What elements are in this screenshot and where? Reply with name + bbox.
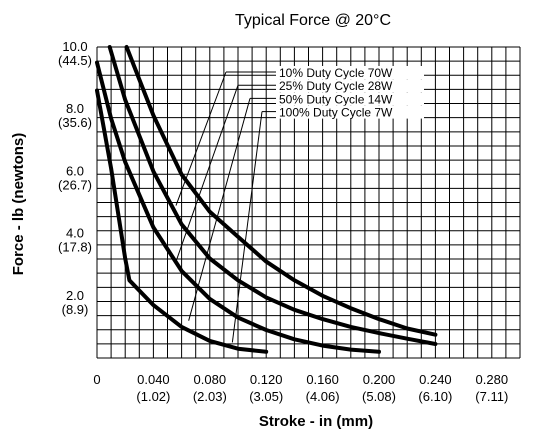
x-tick-label: 0.120: [250, 372, 283, 387]
series-line-1: [124, 45, 438, 337]
x-tick-sublabel: (3.05): [249, 389, 283, 404]
legend-entry-4: 100% Duty Cycle 7W: [279, 106, 393, 120]
x-tick-label: 0.040: [137, 372, 170, 387]
series-line-4: [95, 88, 269, 354]
x-tick-sublabel: (7.11): [475, 389, 508, 404]
y-tick-label: 10.0: [62, 39, 87, 54]
x-tick-label: 0.240: [419, 372, 452, 387]
y-tick-labels: 10.0(44.5) 8.0(35.6) 6.0(26.7) 4.0(17.8) 2.0…: [58, 39, 92, 317]
y-tick-sublabel: (26.7): [58, 177, 92, 192]
x-tick-label: 0.160: [306, 372, 339, 387]
series-curves: [95, 45, 438, 354]
y-tick-sublabel: (17.8): [58, 240, 92, 255]
y-axis-label: Force - lb (newtons): [10, 133, 27, 276]
x-tick-label: 0.280: [476, 372, 509, 387]
leader-line-3: [188, 98, 251, 321]
x-tick-label: 0.200: [363, 372, 396, 387]
x-tick-sublabel: (5.08): [362, 389, 396, 404]
legend-entry-bg: [276, 92, 424, 106]
y-tick-label: 8.0: [66, 101, 84, 116]
legend-entry-2: 25% Duty Cycle 28W: [279, 79, 393, 93]
legend-entry-3: 50% Duty Cycle 14W: [279, 92, 393, 106]
y-tick-label: 2.0: [66, 288, 84, 303]
legend-entry-bg: [276, 105, 424, 119]
chart-title: Typical Force @ 20°C: [235, 12, 391, 29]
x-tick-label: 0.080: [194, 372, 227, 387]
y-tick-label: 6.0: [66, 163, 84, 178]
y-tick-label: 4.0: [66, 226, 84, 241]
series-line-3: [95, 60, 381, 354]
y-tick-sublabel: (35.6): [58, 115, 92, 130]
legend-entry-1: 10% Duty Cycle 70W: [279, 66, 393, 80]
legend-entry-bg: [276, 66, 424, 79]
legend-leader-lines: [175, 71, 276, 343]
leader-line-4: [231, 111, 263, 343]
y-tick-sublabel: (8.9): [62, 302, 89, 317]
series-line-2: [107, 45, 438, 346]
leader-line-1: [175, 71, 227, 206]
x-tick-label: 0: [93, 372, 100, 387]
x-tick-sublabel: (2.03): [193, 389, 227, 404]
legend-entry-bg: [276, 79, 424, 93]
y-tick-sublabel: (44.5): [58, 53, 92, 68]
x-axis-label: Stroke - in (mm): [259, 413, 373, 430]
x-tick-sublabel: (4.06): [306, 389, 340, 404]
x-tick-sublabel: (1.02): [136, 389, 170, 404]
x-tick-sublabel: (6.10): [418, 389, 452, 404]
leader-line-2: [175, 85, 239, 262]
x-tick-labels: 0 0.040 (1.02) 0.080 (2.03) 0.120 (3.05) 0.160 (…: [93, 372, 508, 404]
